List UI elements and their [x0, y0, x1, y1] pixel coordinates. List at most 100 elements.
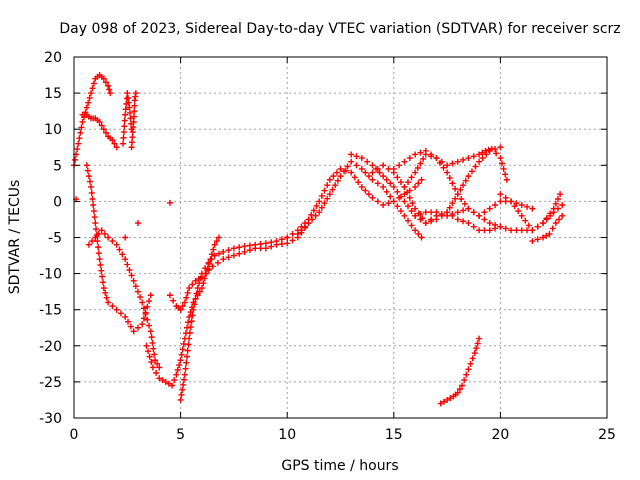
data-series — [71, 72, 566, 407]
data-point — [397, 193, 404, 200]
data-point — [127, 115, 134, 122]
data-point — [109, 137, 116, 144]
data-point — [151, 351, 158, 358]
data-point — [362, 169, 369, 176]
data-point — [294, 230, 301, 237]
data-point — [262, 240, 269, 247]
data-point — [211, 241, 218, 248]
data-point — [493, 150, 500, 157]
data-point — [554, 195, 561, 202]
data-point — [103, 294, 110, 301]
series-arc-k — [294, 158, 425, 241]
data-point — [440, 164, 447, 171]
data-point — [444, 396, 451, 403]
data-point — [472, 163, 479, 170]
x-tick-label: 20 — [491, 427, 509, 443]
data-point — [428, 153, 435, 160]
data-point — [415, 230, 422, 237]
data-point — [140, 305, 147, 312]
data-point — [171, 377, 178, 384]
data-point — [178, 351, 185, 358]
data-point — [262, 245, 269, 252]
y-tick-label: 20 — [44, 50, 62, 66]
series-arc-c — [120, 90, 135, 147]
data-point — [95, 250, 102, 257]
data-point — [149, 339, 156, 346]
data-point — [85, 173, 92, 180]
data-point — [241, 248, 248, 255]
data-point — [130, 118, 137, 125]
data-point — [184, 347, 191, 354]
data-point — [529, 238, 536, 245]
data-point — [206, 260, 213, 267]
data-point — [534, 236, 541, 243]
data-point — [358, 155, 365, 162]
data-point — [211, 252, 218, 259]
data-point — [415, 210, 422, 217]
data-point — [208, 256, 215, 263]
data-point — [89, 85, 96, 92]
data-point — [94, 238, 101, 245]
data-point — [196, 288, 203, 295]
data-point — [324, 195, 331, 202]
data-point — [412, 151, 419, 158]
data-point — [149, 364, 156, 371]
data-point — [181, 371, 188, 378]
data-point — [374, 198, 381, 205]
data-point — [88, 189, 95, 196]
data-point — [497, 198, 504, 205]
data-point — [543, 215, 550, 222]
data-point — [440, 398, 447, 405]
data-point — [132, 90, 139, 97]
data-point — [131, 102, 138, 109]
data-point — [449, 160, 456, 167]
data-point — [190, 306, 197, 313]
data-point — [124, 261, 131, 268]
data-point — [401, 158, 408, 165]
data-point — [458, 195, 465, 202]
data-point — [500, 165, 507, 172]
data-point — [461, 377, 468, 384]
data-point — [147, 292, 154, 299]
data-point — [111, 140, 118, 147]
data-point — [179, 346, 186, 353]
data-point — [344, 163, 351, 170]
data-point — [309, 216, 316, 223]
data-point — [194, 285, 201, 292]
data-point — [214, 259, 221, 266]
data-point — [408, 174, 415, 181]
data-point — [100, 75, 107, 82]
data-point — [401, 212, 408, 219]
data-point — [85, 99, 92, 106]
data-point — [213, 238, 220, 245]
data-point — [549, 225, 556, 232]
data-point — [206, 266, 213, 273]
data-point — [120, 140, 127, 147]
data-point — [143, 342, 150, 349]
data-point — [90, 208, 97, 215]
data-point — [485, 146, 492, 153]
data-point — [428, 216, 435, 223]
y-tick-label: -20 — [39, 339, 62, 355]
data-point — [543, 232, 550, 239]
data-point — [88, 183, 95, 190]
data-point — [483, 151, 490, 158]
data-point — [181, 376, 188, 383]
data-point — [559, 202, 566, 209]
data-point — [86, 178, 93, 185]
data-point — [465, 220, 472, 227]
data-point — [481, 216, 488, 223]
data-point — [225, 254, 232, 261]
data-point — [418, 176, 425, 183]
data-point — [75, 140, 82, 147]
data-point — [482, 147, 489, 154]
data-point — [130, 124, 137, 131]
data-point — [313, 202, 320, 209]
data-point — [147, 328, 154, 335]
data-point — [333, 169, 340, 176]
data-point — [236, 244, 243, 251]
data-point — [446, 174, 453, 181]
data-point — [374, 180, 381, 187]
data-point — [177, 396, 184, 403]
